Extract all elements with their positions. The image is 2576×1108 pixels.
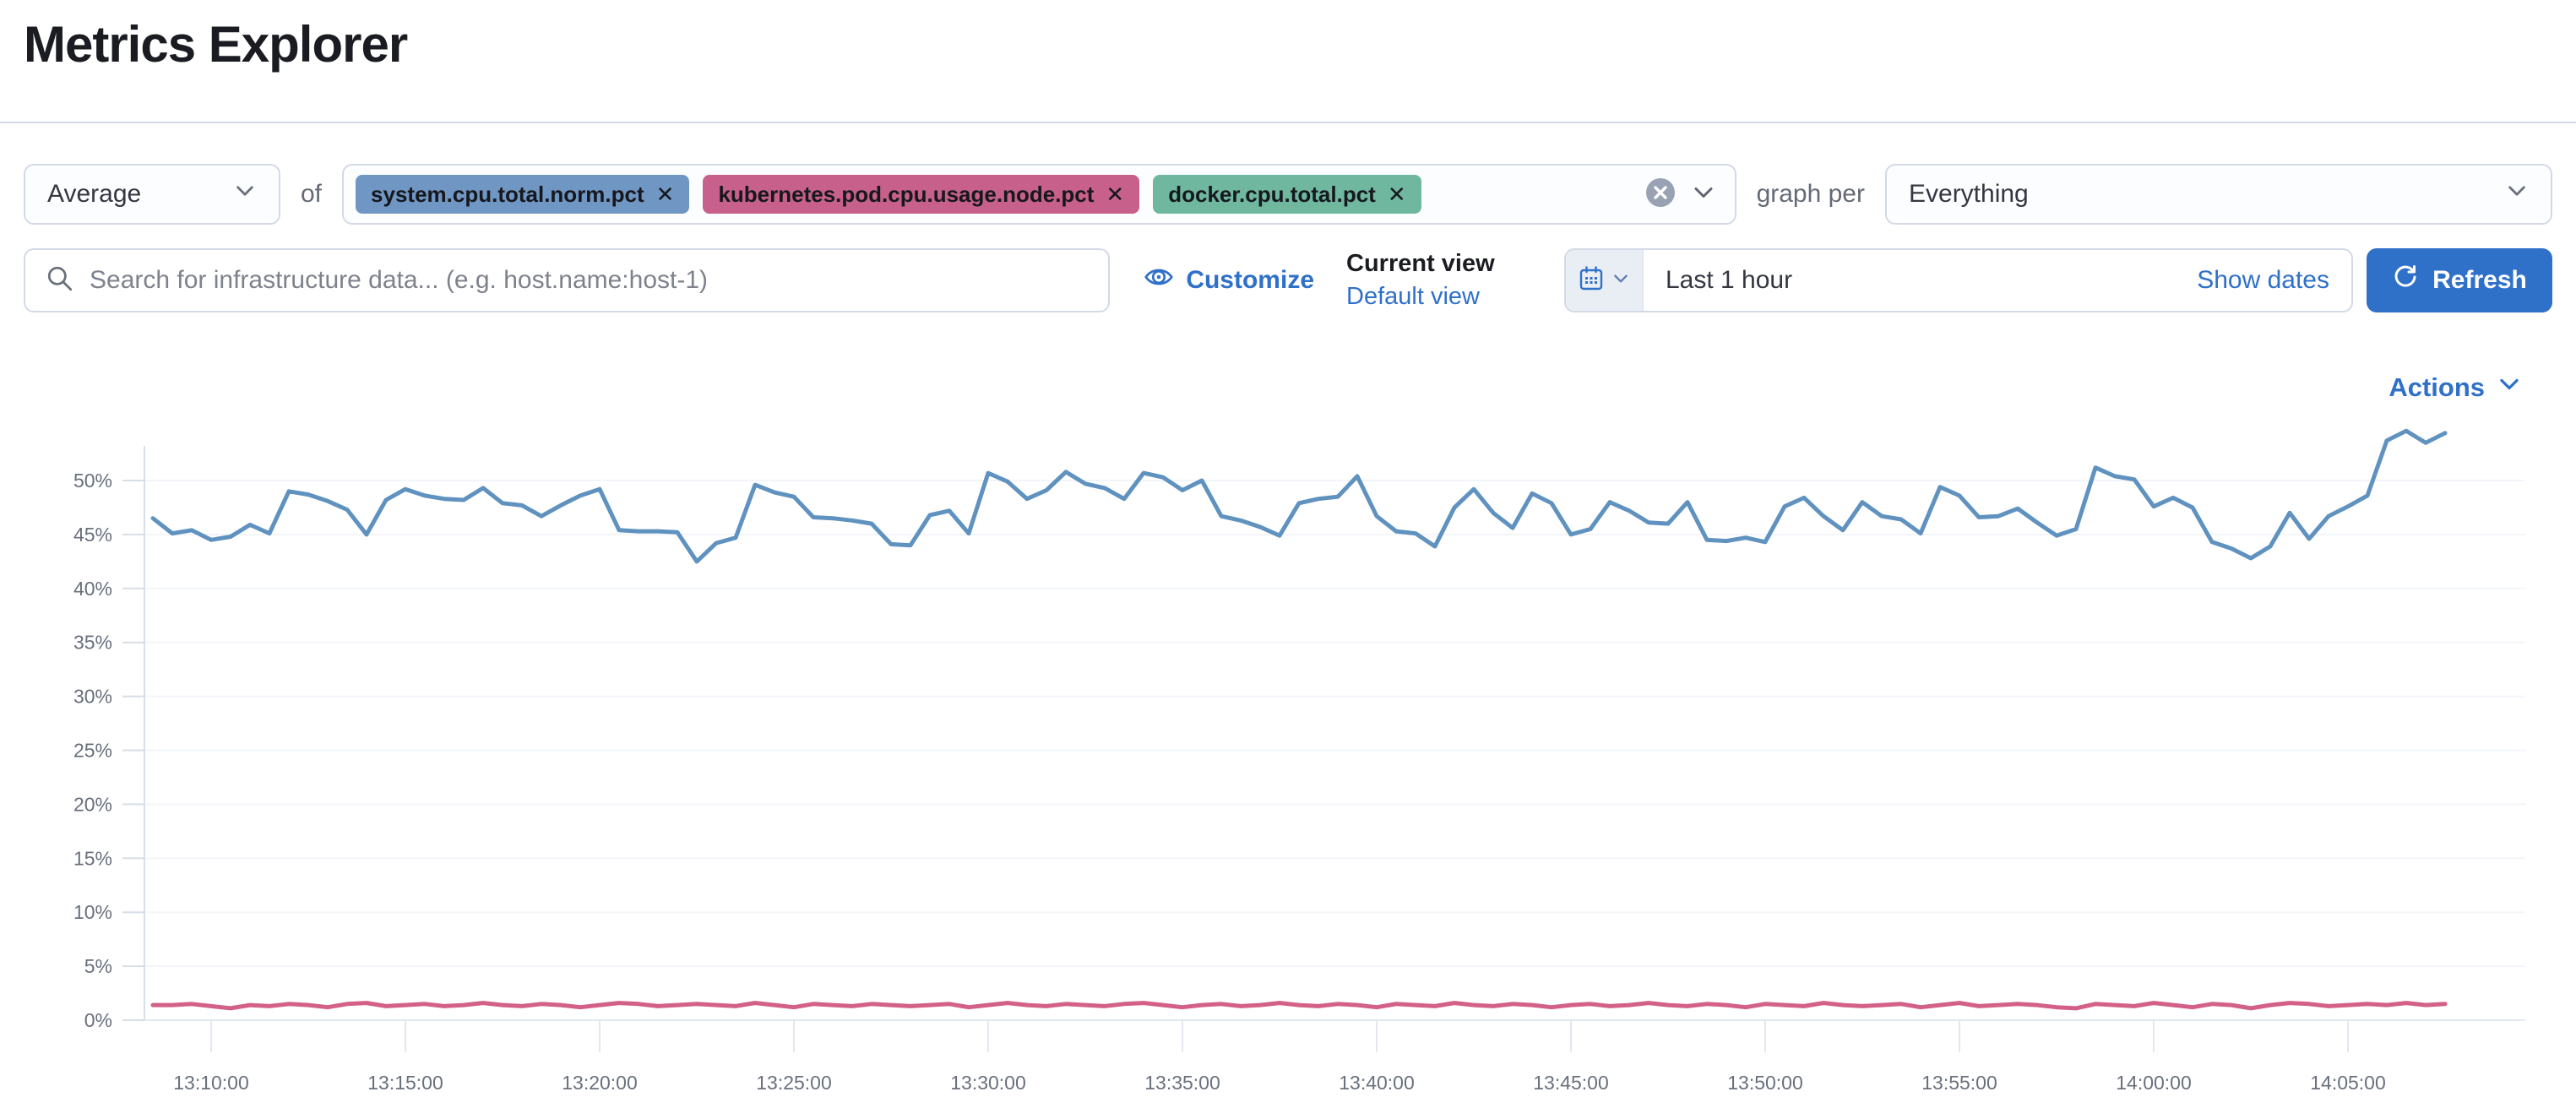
current-view-label: Current view [1346,250,1495,277]
svg-text:10%: 10% [73,901,112,923]
aggregation-select[interactable]: Average [24,164,280,225]
filter-bar: Customize Current view Default view [24,248,2552,312]
of-label: of [301,180,323,208]
svg-text:13:35:00: 13:35:00 [1144,1072,1220,1094]
metrics-combobox[interactable]: system.cpu.total.norm.pct ✕ kubernetes.p… [342,164,1736,225]
clear-metrics-icon[interactable] [1645,177,1676,212]
eye-icon [1144,262,1174,299]
refresh-button[interactable]: Refresh [2367,248,2552,312]
svg-text:13:50:00: 13:50:00 [1727,1072,1803,1094]
svg-text:13:45:00: 13:45:00 [1533,1072,1609,1094]
actions-label: Actions [2389,372,2485,402]
svg-text:13:20:00: 13:20:00 [562,1072,638,1094]
metric-badge[interactable]: kubernetes.pod.cpu.usage.node.pct ✕ [703,175,1140,214]
chevron-down-icon [233,179,257,209]
chevron-down-icon [2497,372,2522,404]
svg-text:35%: 35% [73,632,112,654]
metric-badge-label: kubernetes.pod.cpu.usage.node.pct [718,181,1095,207]
svg-text:50%: 50% [73,470,112,492]
svg-text:20%: 20% [73,793,112,815]
svg-text:13:30:00: 13:30:00 [950,1072,1026,1094]
svg-text:13:25:00: 13:25:00 [756,1072,832,1094]
remove-metric-icon[interactable]: ✕ [1106,181,1125,207]
metric-badge[interactable]: docker.cpu.total.pct ✕ [1153,175,1421,214]
remove-metric-icon[interactable]: ✕ [655,181,675,207]
calendar-icon [1578,265,1605,296]
view-switcher: Current view Default view [1346,248,1537,312]
refresh-label: Refresh [2432,266,2527,294]
group-by-value: Everything [1909,180,2029,208]
search-box [24,248,1111,312]
customize-label: Customize [1186,266,1314,294]
svg-text:13:40:00: 13:40:00 [1339,1072,1415,1094]
svg-text:25%: 25% [73,740,112,762]
actions-menu-button[interactable]: Actions [2389,372,2522,404]
svg-text:40%: 40% [73,578,112,600]
chevron-down-icon [2505,179,2529,209]
default-view-link[interactable]: Default view [1346,283,1480,310]
customize-button[interactable]: Customize [1144,248,1314,312]
metric-badge[interactable]: system.cpu.total.norm.pct ✕ [356,175,690,214]
svg-text:15%: 15% [73,847,112,869]
svg-text:30%: 30% [73,686,112,708]
group-by-select[interactable]: Everything [1885,164,2552,225]
svg-text:14:05:00: 14:05:00 [2310,1072,2386,1094]
header-divider [0,122,2576,123]
metric-toolbar: Average of system.cpu.total.norm.pct ✕ k… [24,164,2552,225]
chevron-down-icon[interactable] [1691,180,1716,209]
line-chart-svg: 0% 5% 10% 15% 20% 25% 30% 35% 40% 45% 50% 13:10:00 1… [73,428,2525,1094]
search-input[interactable] [90,266,1089,295]
svg-text:13:55:00: 13:55:00 [1921,1072,1997,1094]
chevron-down-icon [1611,269,1630,292]
search-icon [46,264,74,297]
metric-badge-list: system.cpu.total.norm.pct ✕ kubernetes.p… [356,175,1645,214]
remove-metric-icon[interactable]: ✕ [1387,181,1406,207]
date-picker-toggle[interactable] [1566,250,1644,311]
metric-badge-label: system.cpu.total.norm.pct [371,181,644,207]
svg-text:0%: 0% [84,1009,112,1031]
graph-per-label: graph per [1756,180,1865,208]
refresh-icon [2392,263,2419,297]
metrics-chart: 0% 5% 10% 15% 20% 25% 30% 35% 40% 45% 50% 13:10:00 1… [0,422,2576,1108]
svg-text:45%: 45% [73,524,112,546]
svg-text:5%: 5% [84,955,112,977]
svg-text:13:10:00: 13:10:00 [173,1072,249,1094]
date-range-picker: Last 1 hour Show dates [1564,248,2353,312]
page-title: Metrics Explorer [24,16,408,73]
time-range-value[interactable]: Last 1 hour [1666,266,1793,294]
show-dates-link[interactable]: Show dates [2197,266,2329,294]
aggregation-value: Average [47,180,142,208]
metric-badge-label: docker.cpu.total.pct [1168,181,1376,207]
svg-text:14:00:00: 14:00:00 [2116,1072,2192,1094]
svg-text:13:15:00: 13:15:00 [367,1072,443,1094]
